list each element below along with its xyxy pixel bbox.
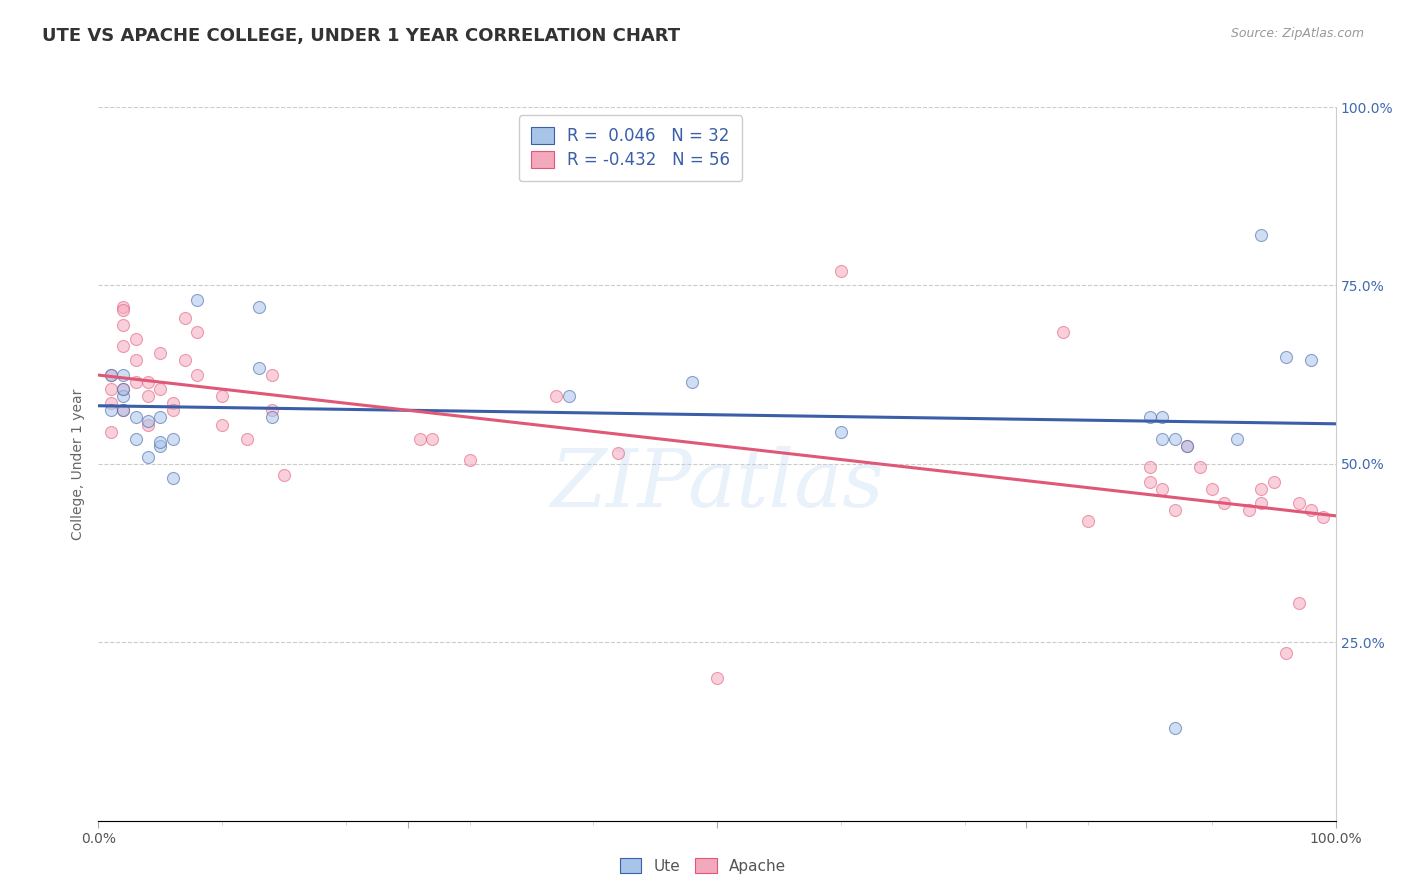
Point: [706, 671, 728, 685]
Point: [136, 414, 159, 428]
Point: [260, 403, 283, 417]
Point: [186, 293, 208, 307]
Text: Source: ZipAtlas.com: Source: ZipAtlas.com: [1230, 27, 1364, 40]
Point: [1275, 646, 1298, 660]
Point: [112, 382, 135, 396]
Point: [607, 446, 630, 460]
Point: [186, 368, 208, 382]
Point: [1052, 325, 1074, 339]
Text: UTE VS APACHE COLLEGE, UNDER 1 YEAR CORRELATION CHART: UTE VS APACHE COLLEGE, UNDER 1 YEAR CORR…: [42, 27, 681, 45]
Point: [124, 432, 146, 446]
Point: [1237, 503, 1260, 517]
Point: [422, 432, 444, 446]
Point: [162, 471, 184, 485]
Point: [100, 425, 122, 439]
Point: [112, 318, 135, 332]
Point: [1275, 350, 1298, 364]
Point: [830, 264, 852, 278]
Legend: Ute, Apache: Ute, Apache: [613, 852, 793, 880]
Point: [112, 389, 135, 403]
Point: [1077, 514, 1099, 528]
Point: [100, 368, 122, 382]
Point: [1250, 496, 1272, 510]
Point: [273, 467, 295, 482]
Point: [162, 432, 184, 446]
Point: [100, 382, 122, 396]
Point: [1263, 475, 1285, 489]
Text: ZIPatlas: ZIPatlas: [550, 447, 884, 524]
Point: [1250, 482, 1272, 496]
Point: [112, 339, 135, 353]
Point: [149, 439, 172, 453]
Point: [1213, 496, 1236, 510]
Point: [557, 389, 579, 403]
Point: [1250, 228, 1272, 243]
Point: [1201, 482, 1223, 496]
Point: [1164, 721, 1187, 735]
Point: [149, 346, 172, 360]
Point: [149, 435, 172, 450]
Point: [236, 432, 259, 446]
Point: [136, 450, 159, 464]
Point: [211, 389, 233, 403]
Point: [1139, 410, 1161, 425]
Point: [260, 410, 283, 425]
Point: [1152, 482, 1174, 496]
Point: [136, 417, 159, 432]
Point: [1188, 460, 1211, 475]
Point: [1175, 439, 1198, 453]
Point: [1164, 503, 1187, 517]
Point: [211, 417, 233, 432]
Point: [100, 368, 122, 382]
Point: [112, 303, 135, 318]
Point: [1164, 432, 1187, 446]
Point: [1288, 596, 1310, 610]
Legend: R =  0.046   N = 32, R = -0.432   N = 56: R = 0.046 N = 32, R = -0.432 N = 56: [519, 115, 742, 181]
Point: [1139, 460, 1161, 475]
Y-axis label: College, Under 1 year: College, Under 1 year: [72, 388, 86, 540]
Point: [174, 310, 197, 325]
Point: [1152, 410, 1174, 425]
Point: [1152, 432, 1174, 446]
Point: [162, 403, 184, 417]
Point: [1299, 503, 1322, 517]
Point: [1139, 475, 1161, 489]
Point: [124, 375, 146, 389]
Point: [247, 300, 270, 314]
Point: [162, 396, 184, 410]
Point: [100, 403, 122, 417]
Point: [136, 375, 159, 389]
Point: [1288, 496, 1310, 510]
Point: [409, 432, 432, 446]
Point: [546, 389, 568, 403]
Point: [112, 403, 135, 417]
Point: [136, 389, 159, 403]
Point: [100, 396, 122, 410]
Point: [112, 300, 135, 314]
Point: [1312, 510, 1334, 524]
Point: [112, 403, 135, 417]
Point: [247, 360, 270, 375]
Point: [1226, 432, 1249, 446]
Point: [174, 353, 197, 368]
Point: [149, 410, 172, 425]
Point: [1299, 353, 1322, 368]
Point: [681, 375, 703, 389]
Point: [124, 332, 146, 346]
Point: [458, 453, 481, 467]
Point: [124, 353, 146, 368]
Point: [112, 382, 135, 396]
Point: [149, 382, 172, 396]
Point: [124, 410, 146, 425]
Point: [1175, 439, 1198, 453]
Point: [112, 368, 135, 382]
Point: [830, 425, 852, 439]
Point: [260, 368, 283, 382]
Point: [186, 325, 208, 339]
